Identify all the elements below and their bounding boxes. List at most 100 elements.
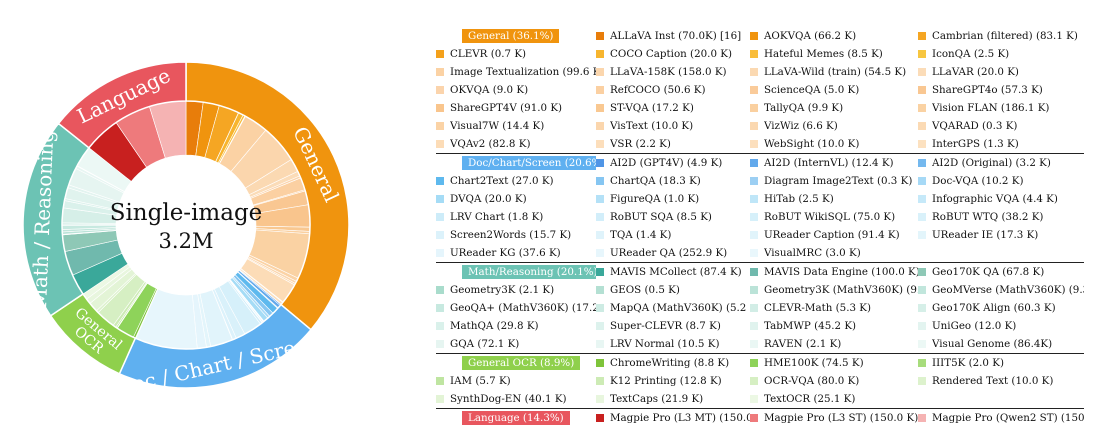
legend-item: OCR-VQA (80.0 K) xyxy=(750,375,918,387)
legend-item: IconQA (2.5 K) xyxy=(918,48,1084,60)
legend-item: TextOCR (25.1 K) xyxy=(750,393,918,405)
legend-item: Screen2Words (15.7 K) xyxy=(436,229,596,241)
legend-row: ShareGPT4V (91.0 K) ST-VQA (17.2 K) TallyQ… xyxy=(436,99,1084,117)
legend-swatch xyxy=(596,359,604,367)
legend-group-header: General (36.1%) xyxy=(462,29,560,43)
legend-item: Geometry3K (MathV360K) (9.7 K) xyxy=(750,284,918,296)
legend-item: COCO Caption (20.0 K) xyxy=(596,48,750,60)
legend-swatch xyxy=(596,249,604,257)
legend-label: Chart2Text (27.0 K) xyxy=(450,175,554,187)
legend-row: Doc/Chart/Screen (20.6%) AI2D (GPT4V) (4.… xyxy=(436,154,1084,172)
legend-item: Geometry3K (2.1 K) xyxy=(436,284,596,296)
legend-label: Magpie Pro (L3 MT) (150.0 K) xyxy=(610,412,750,424)
legend-item: TQA (1.4 K) xyxy=(596,229,750,241)
legend-swatch xyxy=(436,177,444,185)
outer-ring xyxy=(22,61,350,389)
legend-item: ChartQA (18.3 K) xyxy=(596,175,750,187)
legend-swatch xyxy=(436,249,444,257)
legend-label: OCR-VQA (80.0 K) xyxy=(764,375,860,387)
legend-swatch xyxy=(436,50,444,58)
legend-swatch xyxy=(436,86,444,94)
legend-item: VQARAD (0.3 K) xyxy=(918,120,1084,132)
legend-label: AI2D (GPT4V) (4.9 K) xyxy=(610,157,723,169)
legend-swatch xyxy=(436,286,444,294)
legend-swatch xyxy=(750,86,758,94)
legend-label: AOKVQA (66.2 K) xyxy=(764,30,857,42)
legend-item: Magpie Pro (Qwen2 ST) (150.0 K) xyxy=(918,412,1084,424)
legend-swatch xyxy=(596,268,604,276)
legend-item: GEOS (0.5 K) xyxy=(596,284,750,296)
legend-label: TabMWP (45.2 K) xyxy=(764,320,857,332)
legend-swatch xyxy=(750,249,758,257)
legend-row: SynthDog-EN (40.1 K) TextCaps (21.9 K) Tex… xyxy=(436,390,1084,408)
legend-swatch xyxy=(596,286,604,294)
legend-label: Geometry3K (MathV360K) (9.7 K) xyxy=(764,284,918,296)
legend-swatch xyxy=(436,213,444,221)
legend-item: Magpie Pro (L3 ST) (150.0 K) xyxy=(750,412,918,424)
legend-row: IAM (5.7 K) K12 Printing (12.8 K) OCR-VQA … xyxy=(436,372,1084,390)
center-total: 3.2M xyxy=(159,229,214,253)
legend-item: Diagram Image2Text (0.3 K) xyxy=(750,175,918,187)
legend-swatch xyxy=(436,304,444,312)
legend-label: ShareGPT4o (57.3 K) xyxy=(932,84,1043,96)
legend-item: Geo170K Align (60.3 K) xyxy=(918,302,1084,314)
legend-item: VSR (2.2 K) xyxy=(596,138,750,150)
legend-label: MAVIS MCollect (87.4 K) xyxy=(610,266,742,278)
legend-swatch xyxy=(436,340,444,348)
legend-item: CLEVR (0.7 K) xyxy=(436,48,596,60)
legend-swatch xyxy=(750,377,758,385)
legend-swatch xyxy=(750,177,758,185)
legend-label: LLaVAR (20.0 K) xyxy=(932,66,1019,78)
legend-swatch xyxy=(596,140,604,148)
legend-swatch xyxy=(750,340,758,348)
legend-label: COCO Caption (20.0 K) xyxy=(610,48,732,60)
legend-swatch xyxy=(750,268,758,276)
legend-swatch xyxy=(596,195,604,203)
legend-item: GQA (72.1 K) xyxy=(436,338,596,350)
legend-label: TextCaps (21.9 K) xyxy=(610,393,704,405)
legend-label: AI2D (InternVL) (12.4 K) xyxy=(764,157,894,169)
legend-row: OKVQA (9.0 K) RefCOCO (50.6 K) ScienceQA (… xyxy=(436,81,1084,99)
legend-swatch xyxy=(918,32,926,40)
legend-label: ChartQA (18.3 K) xyxy=(610,175,701,187)
legend-label: RAVEN (2.1 K) xyxy=(764,338,842,350)
legend-label: ALLaVA Inst (70.0K) [16] xyxy=(610,30,742,42)
legend-group-doc-chart-screen: Doc/Chart/Screen (20.6%) AI2D (GPT4V) (4.… xyxy=(436,154,1084,263)
legend-row: GeoQA+ (MathV360K) (17.2 K) MapQA (MathV3… xyxy=(436,299,1084,317)
legend-label: ST-VQA (17.2 K) xyxy=(610,102,694,114)
legend-item: Chart2Text (27.0 K) xyxy=(436,175,596,187)
legend-row: VQAv2 (82.8 K) VSR (2.2 K) WebSight (10.0 … xyxy=(436,135,1084,153)
legend-swatch xyxy=(596,231,604,239)
legend-swatch xyxy=(596,395,604,403)
legend-label: UReader Caption (91.4 K) xyxy=(764,229,900,241)
legend-label: Hateful Memes (8.5 K) xyxy=(764,48,883,60)
legend-label: VSR (2.2 K) xyxy=(610,138,671,150)
legend-swatch xyxy=(750,359,758,367)
legend-row: General OCR (8.9%) ChromeWriting (8.8 K) H… xyxy=(436,354,1084,372)
legend-label: K12 Printing (12.8 K) xyxy=(610,375,722,387)
legend-item: AI2D (Original) (3.2 K) xyxy=(918,157,1084,169)
legend-label: VisText (10.0 K) xyxy=(610,120,694,132)
legend-item: MapQA (MathV360K) (5.2 K) xyxy=(596,302,750,314)
legend-label: UReader IE (17.3 K) xyxy=(932,229,1039,241)
legend-label: Image Textualization (99.6 K) xyxy=(450,66,596,78)
legend-item: Hateful Memes (8.5 K) xyxy=(750,48,918,60)
legend-label: Screen2Words (15.7 K) xyxy=(450,229,572,241)
legend-label: Visual Genome (86.4K) xyxy=(932,338,1053,350)
legend-item: Cambrian (filtered) (83.1 K) xyxy=(918,30,1084,42)
legend-swatch xyxy=(918,231,926,239)
legend-item: GeoMVerse (MathV360K) (9.3 K) xyxy=(918,284,1084,296)
legend-swatch xyxy=(596,213,604,221)
legend-label: GQA (72.1 K) xyxy=(450,338,520,350)
legend-label: TextOCR (25.1 K) xyxy=(764,393,856,405)
legend-row: CLEVR (0.7 K) COCO Caption (20.0 K) Hatefu… xyxy=(436,45,1084,63)
legend-group-header: Doc/Chart/Screen (20.6%) xyxy=(462,156,596,170)
legend-swatch xyxy=(750,195,758,203)
legend-item: MAVIS Data Engine (100.0 K) xyxy=(750,266,918,278)
dataset-legend: General (36.1%) ALLaVA Inst (70.0K) [16] A… xyxy=(436,27,1084,427)
legend-row: General (36.1%) ALLaVA Inst (70.0K) [16] A… xyxy=(436,27,1084,45)
legend-item: TallyQA (9.9 K) xyxy=(750,102,918,114)
legend-label: MAVIS Data Engine (100.0 K) xyxy=(764,266,918,278)
legend-swatch xyxy=(750,32,758,40)
